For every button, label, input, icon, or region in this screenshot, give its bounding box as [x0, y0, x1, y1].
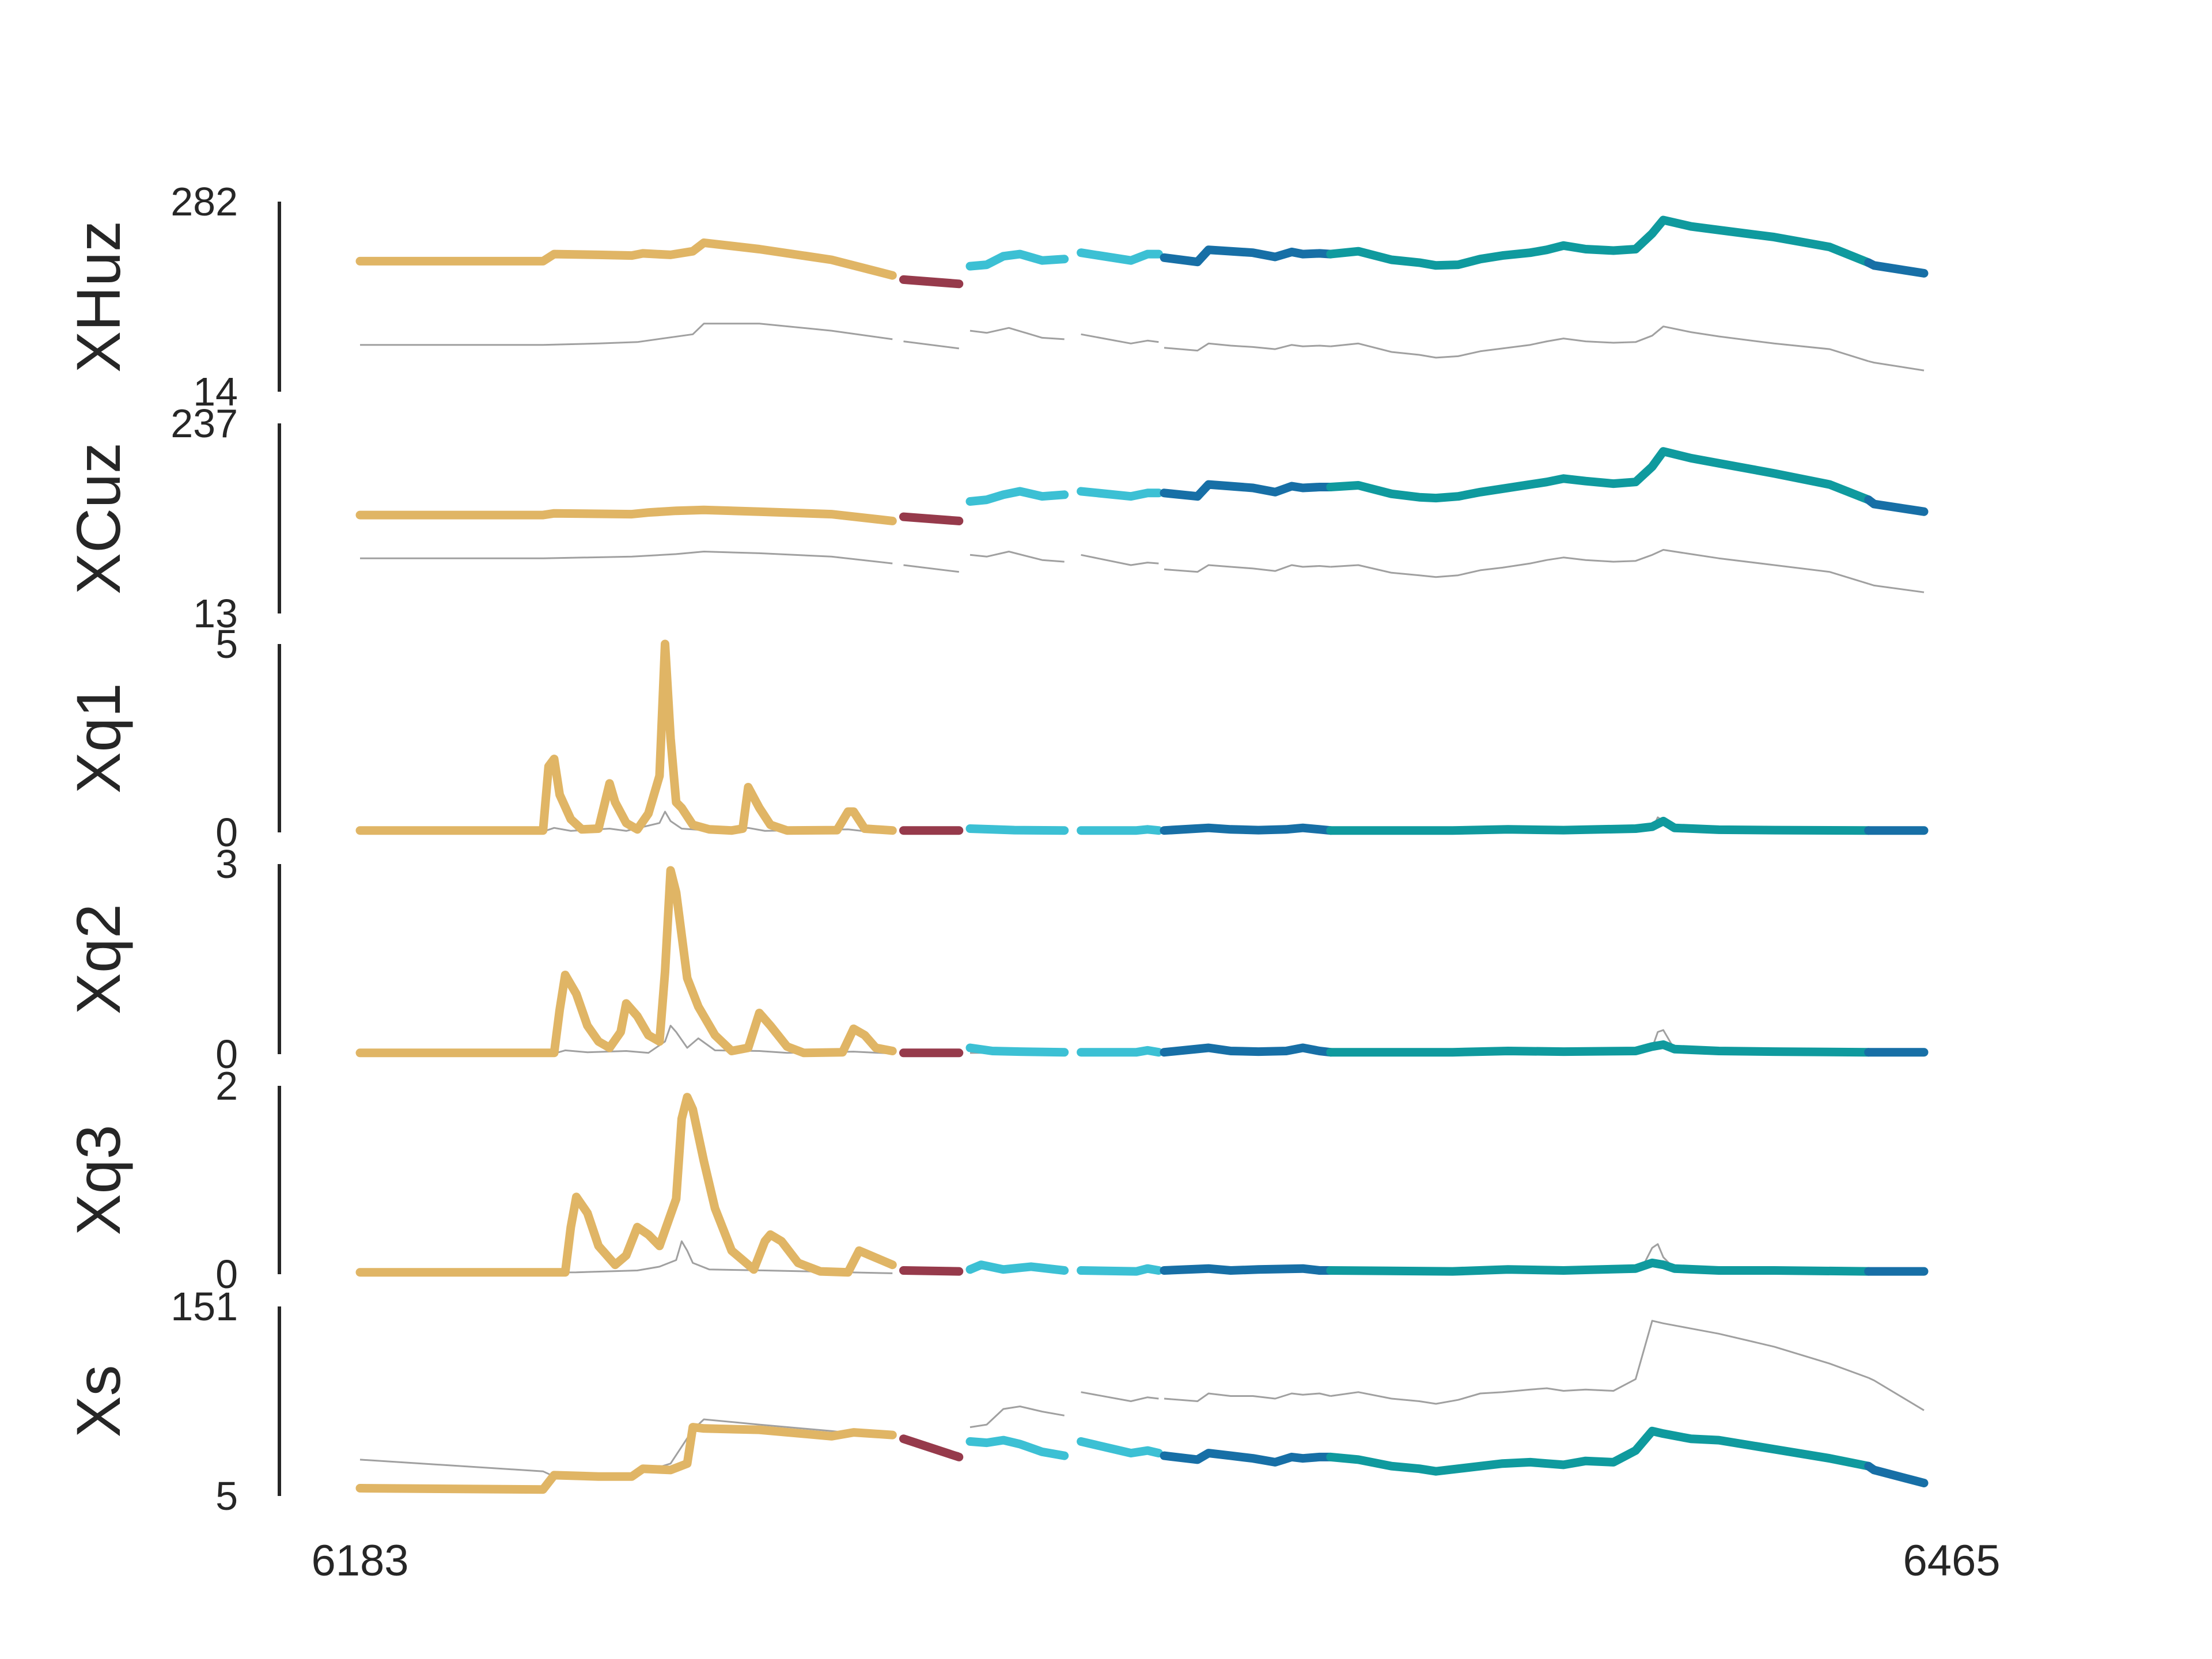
- panel-label: Xq2: [63, 904, 133, 1014]
- series-line-segment-5: [1160, 1043, 1335, 1057]
- reference-line-segment: [903, 564, 959, 573]
- y-tick-label-max: 3: [215, 842, 238, 887]
- panel-xq3: 2 0 Xq3: [63, 1063, 1929, 1297]
- panel-xhuz: 282 14 XHuz: [63, 179, 1929, 414]
- reference-line-segment: [360, 1025, 893, 1055]
- y-tick-label-min: 5: [215, 1474, 238, 1518]
- series-line-segment-3: [965, 824, 1069, 835]
- y-tick-label-max: 237: [171, 401, 238, 446]
- series-line-segment-3: [965, 1043, 1069, 1057]
- y-tick-label-max: 282: [171, 179, 238, 224]
- y-tick-label-min: 13: [193, 591, 238, 636]
- y-tick-label-min: 14: [193, 369, 238, 414]
- x-tick-label-min: 6183: [311, 1536, 408, 1585]
- series-line-segment-5: [1160, 1264, 1335, 1275]
- x-axis: 6183 6465: [311, 1536, 2000, 1585]
- series-line-segment-6: [1326, 215, 1873, 270]
- reference-line-segment: [1164, 342, 1331, 352]
- y-tick-label-min: 0: [215, 1032, 238, 1077]
- panel-label: Xs: [63, 1365, 133, 1437]
- series-line-segment-2: [899, 1434, 964, 1461]
- reference-line-segment: [969, 551, 1065, 563]
- panel-xs: 151 5 Xs: [63, 1284, 1929, 1518]
- panel-label: XHuz: [63, 221, 133, 373]
- series-line-segment-3: [965, 487, 1069, 506]
- series-line-segment-1: [355, 1423, 897, 1494]
- series-line-segment-4: [1077, 487, 1163, 501]
- reference-line-segment: [969, 1406, 1065, 1429]
- y-tick-label-min: 0: [215, 810, 238, 855]
- panel-xq1: 5 0 Xq1: [63, 622, 1929, 855]
- series-line-segment-1: [355, 505, 897, 525]
- reference-line-segment: [360, 551, 893, 565]
- series-line-segment-4: [1077, 825, 1163, 835]
- series-line-segment-2: [899, 1266, 964, 1276]
- series-line-segment-4: [1077, 1046, 1163, 1057]
- reference-line-segment: [359, 1418, 893, 1478]
- reference-line-segment: [903, 340, 959, 350]
- reference-line-segment: [1081, 554, 1159, 566]
- panel-label: Xq1: [63, 683, 133, 793]
- series-line-segment-2: [899, 275, 964, 289]
- reference-line-segment: [1868, 360, 1925, 372]
- reference-line-segment: [1081, 333, 1159, 344]
- series-line-segment-5: [1160, 823, 1335, 835]
- panel-xcuz: 237 13 XCuz: [63, 401, 1929, 636]
- y-tick-label-min: 0: [215, 1252, 238, 1297]
- series-line-segment-1: [355, 238, 897, 280]
- series-line-segment-6: [1326, 1040, 1873, 1057]
- y-tick-label-max: 5: [215, 622, 238, 666]
- series-line-segment-5: [1160, 245, 1335, 267]
- series-line-segment-5: [1160, 480, 1335, 501]
- reference-line-segment: [1330, 549, 1869, 585]
- panel-xq2: 3 0 Xq2: [63, 842, 1929, 1077]
- series-line-segment-2: [899, 512, 964, 525]
- series-line-segment-4: [1077, 1264, 1163, 1276]
- series-line-segment-3: [965, 1260, 1069, 1275]
- series-line-segment-3: [965, 249, 1069, 271]
- y-tick-label-max: 2: [215, 1063, 238, 1108]
- y-tick-label-max: 151: [171, 1284, 238, 1329]
- reference-line-segment: [1164, 564, 1331, 573]
- series-line-segment-1: [355, 866, 897, 1058]
- series-line-segment-6: [1326, 447, 1873, 505]
- series-line-segment-7: [1864, 495, 1929, 516]
- reference-line-segment: [359, 1240, 893, 1274]
- reference-line-segment: [1330, 325, 1869, 362]
- series-line-segment-6: [1326, 1258, 1873, 1276]
- reference-line-segment: [1081, 1391, 1159, 1402]
- panel-label: XCuz: [63, 442, 133, 594]
- reference-line-segment: [360, 323, 893, 346]
- reference-line-segment: [969, 327, 1065, 340]
- series-line-segment-5: [1160, 1449, 1335, 1467]
- reference-line-segment: [1330, 1320, 1869, 1405]
- x-tick-label-max: 6465: [1903, 1536, 2000, 1585]
- reference-line-segment: [1164, 1392, 1331, 1402]
- series-line-segment-3: [965, 1435, 1069, 1460]
- reference-line-segment: [1868, 1377, 1925, 1411]
- series-line-segment-4: [1077, 248, 1163, 265]
- series-line-segment-1: [355, 639, 897, 835]
- series-line-segment-7: [1864, 258, 1929, 278]
- series-line-segment-7: [1864, 1461, 1929, 1487]
- reference-line-segment: [1868, 582, 1925, 593]
- series-line-segment-4: [1077, 1437, 1163, 1458]
- series-line-segment-6: [1326, 816, 1873, 835]
- panel-label: Xq3: [63, 1124, 133, 1235]
- series-line-segment-6: [1326, 1426, 1873, 1476]
- series-line-segment-1: [355, 1093, 897, 1277]
